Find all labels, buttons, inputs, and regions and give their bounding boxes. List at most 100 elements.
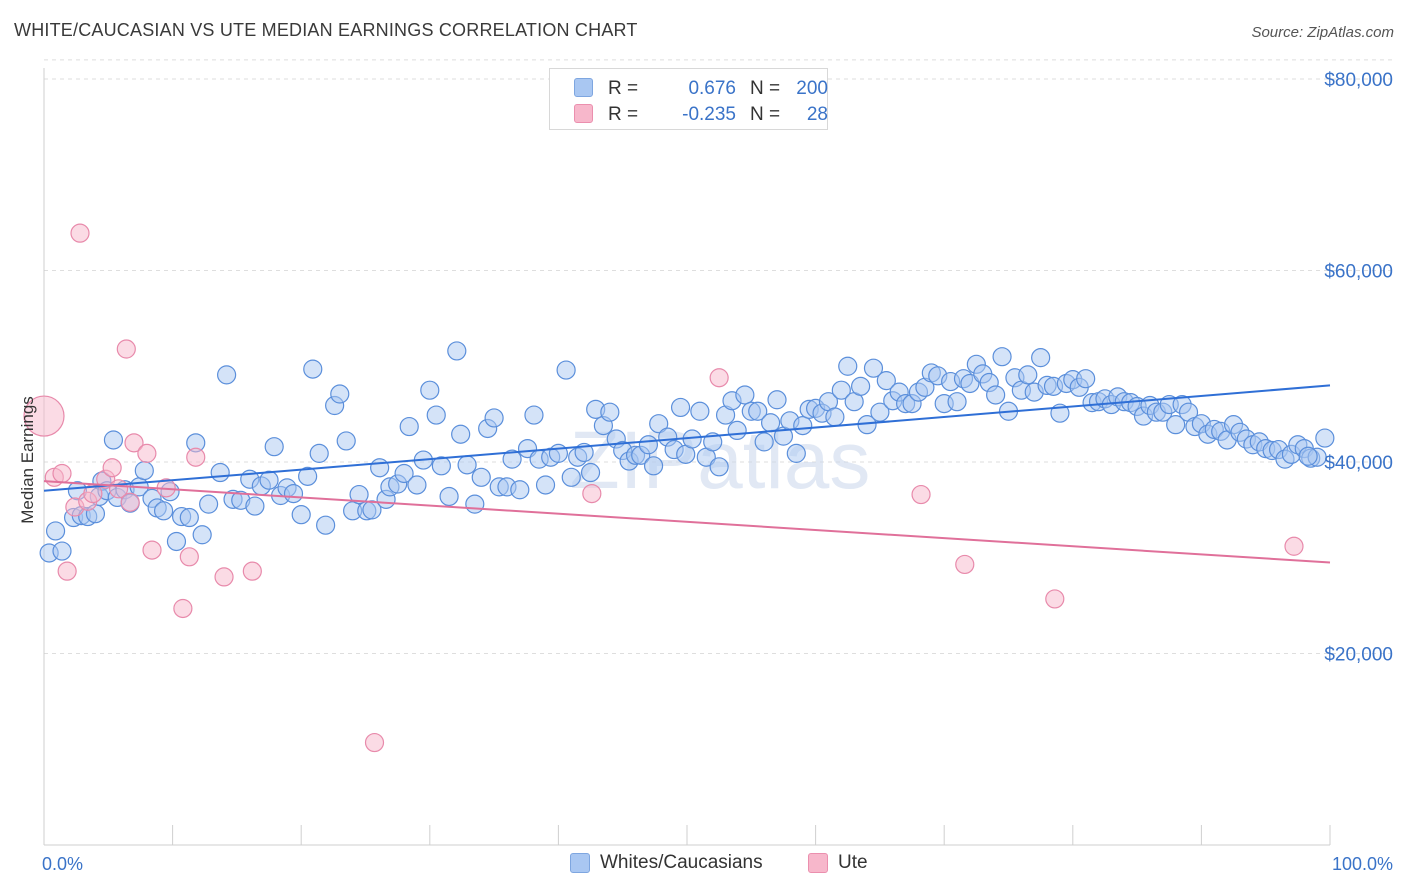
y-tick-label: $60,000	[1324, 262, 1393, 283]
point-whites	[502, 449, 522, 469]
point-ute	[142, 540, 162, 560]
point-whites	[748, 401, 768, 421]
point-whites	[1076, 369, 1096, 389]
legend-n-value: 200	[796, 78, 828, 99]
point-ute	[137, 443, 157, 463]
point-whites	[471, 467, 491, 487]
point-ute	[116, 339, 136, 359]
point-whites	[574, 442, 594, 463]
point-whites	[451, 424, 471, 444]
point-whites	[134, 461, 154, 481]
point-whites	[420, 380, 440, 400]
point-whites	[786, 443, 806, 463]
y-tick-label: $80,000	[1324, 70, 1393, 91]
point-ute	[242, 561, 262, 581]
correlation-legend: R = 0.676 N = 200 R = -0.235 N = 28	[549, 68, 828, 130]
legend-swatch-whites	[570, 853, 590, 873]
point-whites	[399, 416, 419, 437]
point-whites	[1315, 428, 1335, 448]
point-ute	[179, 547, 199, 567]
point-whites	[535, 475, 556, 495]
point-whites	[1166, 415, 1186, 435]
point-whites	[580, 462, 601, 483]
point-ute	[1045, 589, 1065, 609]
legend-swatch-ute	[808, 853, 828, 873]
point-whites	[192, 525, 212, 545]
point-whites	[264, 437, 284, 457]
point-whites	[825, 407, 845, 427]
point-whites	[831, 380, 851, 400]
point-whites	[431, 456, 451, 476]
point-whites	[960, 373, 980, 394]
series-ute-points	[23, 223, 1304, 753]
y-tick-labels: $20,000 $40,000 $60,000 $80,000	[1324, 70, 1393, 666]
point-whites	[426, 405, 446, 425]
point-whites	[947, 392, 967, 412]
chart-title: WHITE/CAUCASIAN VS UTE MEDIAN EARNINGS C…	[14, 20, 638, 40]
point-ute	[911, 484, 931, 505]
point-whites	[670, 397, 691, 418]
legend-swatch-ute	[574, 104, 593, 123]
point-ute	[582, 483, 602, 504]
point-whites	[754, 432, 774, 452]
point-whites	[709, 457, 729, 477]
point-ute	[709, 368, 729, 388]
x-tick-label-end: 100.0%	[1332, 854, 1393, 874]
point-whites	[1298, 446, 1318, 466]
point-whites	[394, 463, 414, 484]
point-whites	[638, 435, 659, 455]
point-whites	[524, 405, 544, 425]
point-ute	[120, 492, 140, 512]
point-whites	[407, 475, 427, 495]
point-whites	[362, 500, 382, 520]
point-whites	[876, 371, 896, 391]
legend-n-label: N =	[750, 104, 781, 125]
legend-r-label: R =	[608, 104, 639, 125]
legend-label-whites: Whites/Caucasians	[600, 852, 763, 873]
point-whites	[561, 467, 581, 487]
point-whites	[309, 443, 329, 463]
point-whites	[330, 384, 350, 404]
point-whites	[153, 501, 174, 521]
point-whites	[349, 484, 369, 505]
point-whites	[643, 456, 664, 476]
point-whites	[465, 494, 485, 514]
trend-line-ute	[43, 480, 1331, 564]
point-whites	[851, 376, 871, 396]
point-whites	[1031, 348, 1051, 368]
point-whites	[52, 541, 72, 561]
legend-r-value: 0.676	[688, 78, 736, 99]
point-whites	[217, 365, 237, 385]
point-ute	[52, 463, 72, 484]
point-whites	[690, 401, 710, 421]
legend-r-label: R =	[608, 78, 639, 99]
point-whites	[283, 483, 304, 504]
point-ute	[124, 433, 144, 453]
point-whites	[447, 341, 467, 361]
point-ute	[186, 447, 206, 467]
point-whites	[600, 402, 620, 422]
series-whites-points	[39, 341, 1335, 563]
point-whites	[316, 515, 336, 535]
point-whites	[986, 385, 1006, 405]
point-ute	[173, 598, 193, 619]
point-whites	[179, 507, 199, 528]
point-whites	[166, 531, 187, 552]
legend-n-value: 28	[806, 104, 828, 125]
point-whites	[556, 360, 576, 380]
point-whites	[370, 458, 390, 478]
point-ute	[70, 223, 90, 243]
point-ute	[214, 567, 234, 587]
x-tick-label-start: 0.0%	[42, 854, 83, 874]
trend-line-whites	[43, 384, 1331, 492]
point-whites	[703, 432, 723, 452]
point-ute	[364, 732, 385, 753]
point-whites	[863, 358, 884, 378]
point-whites	[649, 414, 669, 434]
point-whites	[992, 347, 1012, 367]
y-tick-label: $20,000	[1324, 645, 1393, 666]
point-whites	[838, 356, 858, 376]
point-whites	[298, 466, 318, 486]
point-whites	[439, 486, 459, 507]
